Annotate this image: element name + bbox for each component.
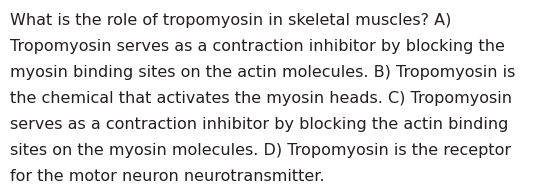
Text: for the motor neuron neurotransmitter.: for the motor neuron neurotransmitter. bbox=[10, 169, 325, 184]
Text: What is the role of tropomyosin in skeletal muscles? A): What is the role of tropomyosin in skele… bbox=[10, 13, 451, 28]
Text: Tropomyosin serves as a contraction inhibitor by blocking the: Tropomyosin serves as a contraction inhi… bbox=[10, 39, 505, 54]
Text: sites on the myosin molecules. D) Tropomyosin is the receptor: sites on the myosin molecules. D) Tropom… bbox=[10, 143, 511, 158]
Text: the chemical that activates the myosin heads. C) Tropomyosin: the chemical that activates the myosin h… bbox=[10, 91, 512, 106]
Text: serves as a contraction inhibitor by blocking the actin binding: serves as a contraction inhibitor by blo… bbox=[10, 117, 508, 132]
Text: myosin binding sites on the actin molecules. B) Tropomyosin is: myosin binding sites on the actin molecu… bbox=[10, 65, 516, 80]
